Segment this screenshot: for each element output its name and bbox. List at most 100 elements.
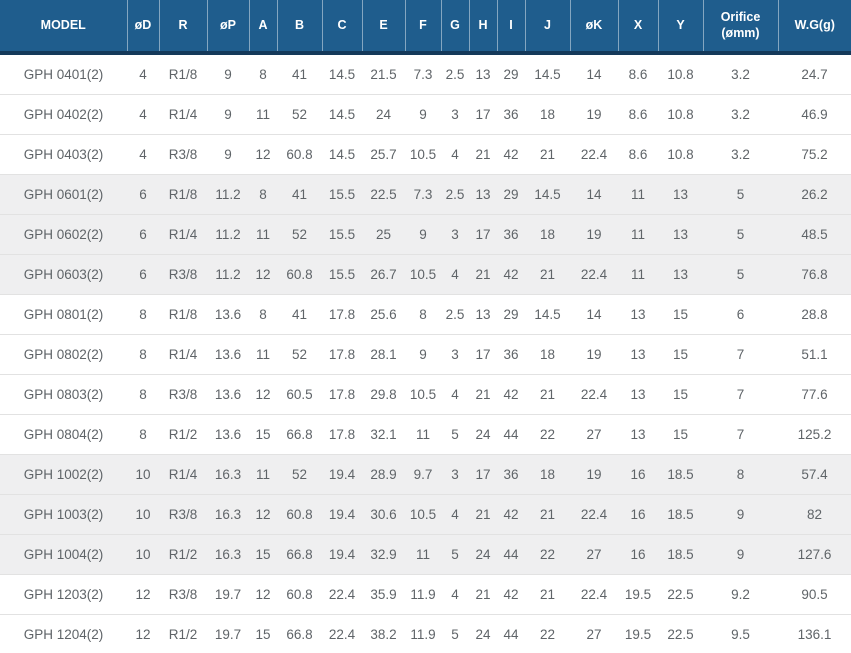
table-cell: 14.5	[525, 294, 570, 335]
table-cell: R1/2	[159, 414, 207, 455]
table-cell: 13	[658, 214, 703, 255]
table-cell: 24	[469, 534, 497, 575]
table-cell: 12	[249, 374, 277, 415]
table-row: GPH 0804(2) 8 R1/2 13.6 15 66.8 17.8 32.1 11 5 24 4…	[0, 414, 851, 455]
table-cell: 6	[127, 254, 159, 295]
table-cell: R3/8	[159, 574, 207, 615]
table-cell: 21.5	[362, 53, 405, 95]
table-cell: 26.2	[778, 174, 851, 215]
model-cell: GPH 1203(2)	[0, 574, 127, 615]
table-cell: 29.8	[362, 374, 405, 415]
table-cell: 48.5	[778, 214, 851, 255]
table-body: GPH 0401(2) 4 R1/8 9 8 41 14.5 21.5 7.3 2.5 13 29 14…	[0, 53, 851, 653]
table-cell: 44	[497, 414, 525, 455]
table-cell: 2.5	[441, 53, 469, 95]
table-cell: 13	[469, 294, 497, 335]
model-cell: GPH 0801(2)	[0, 294, 127, 335]
table-cell: 12	[249, 254, 277, 295]
table-cell: R1/8	[159, 174, 207, 215]
table-cell: 60.8	[277, 494, 322, 535]
table-cell: 4	[441, 374, 469, 415]
table-cell: 18	[525, 334, 570, 375]
table-row: GPH 1204(2) 12 R1/2 19.7 15 66.8 22.4 38.2 11.9 5…	[0, 614, 851, 653]
table-cell: R3/8	[159, 374, 207, 415]
table-cell: 36	[497, 334, 525, 375]
table-cell: 9	[207, 94, 249, 135]
table-cell: 15	[249, 414, 277, 455]
model-cell: GPH 1003(2)	[0, 494, 127, 535]
table-cell: 42	[497, 254, 525, 295]
table-cell: 14	[570, 53, 618, 95]
table-cell: 13	[658, 254, 703, 295]
table-cell: 22.4	[570, 574, 618, 615]
table-cell: 7.3	[405, 53, 441, 95]
table-cell: 8	[127, 414, 159, 455]
table-cell: 27	[570, 614, 618, 653]
table-cell: 3	[441, 94, 469, 135]
column-header-c: C	[322, 0, 363, 55]
table-cell: 2.5	[441, 294, 469, 335]
table-cell: 6	[127, 174, 159, 215]
model-cell: GPH 1002(2)	[0, 454, 127, 495]
table-cell: 7	[703, 374, 778, 415]
table-cell: 15	[658, 374, 703, 415]
table-cell: 8	[249, 294, 277, 335]
table-cell: 52	[277, 334, 322, 375]
table-cell: 66.8	[277, 614, 322, 653]
table-cell: 25.7	[362, 134, 405, 175]
table-cell: 14.5	[525, 174, 570, 215]
table-cell: 13	[469, 174, 497, 215]
table-cell: 14.5	[322, 53, 362, 95]
table-cell: 13	[618, 294, 658, 335]
table-cell: 5	[441, 414, 469, 455]
table-cell: 66.8	[277, 414, 322, 455]
table-cell: 9	[405, 334, 441, 375]
table-cell: 16.3	[207, 454, 249, 495]
table-cell: 4	[441, 254, 469, 295]
table-cell: 2.5	[441, 174, 469, 215]
table-cell: 13	[469, 53, 497, 95]
table-cell: 22.5	[658, 614, 703, 653]
table-cell: 9	[405, 214, 441, 255]
table-cell: 17.8	[322, 414, 362, 455]
table-cell: 44	[497, 614, 525, 653]
table-cell: 32.9	[362, 534, 405, 575]
table-row: GPH 0603(2) 6 R3/8 11.2 12 60.8 15.5 26.7 10.5 4 2…	[0, 254, 851, 295]
table-row: GPH 1002(2) 10 R1/4 16.3 11 52 19.4 28.9 9.7 3 17 3…	[0, 454, 851, 495]
table-cell: 10.5	[405, 494, 441, 535]
table-cell: 22.4	[570, 134, 618, 175]
table-cell: 7.3	[405, 174, 441, 215]
table-cell: 15.5	[322, 254, 362, 295]
column-header-j: J	[525, 0, 571, 55]
table-cell: 28.1	[362, 334, 405, 375]
table-cell: 28.8	[778, 294, 851, 335]
table-cell: 12	[249, 494, 277, 535]
table-cell: 9.5	[703, 614, 778, 653]
table-cell: 12	[249, 134, 277, 175]
table-cell: 8.6	[618, 134, 658, 175]
table-cell: 10	[127, 534, 159, 575]
table-cell: 21	[469, 574, 497, 615]
model-cell: GPH 0803(2)	[0, 374, 127, 415]
table-cell: 42	[497, 374, 525, 415]
table-cell: 15.5	[322, 174, 362, 215]
table-cell: 14	[570, 174, 618, 215]
column-header-b: B	[277, 0, 323, 55]
table-cell: 19	[570, 94, 618, 135]
table-cell: 36	[497, 454, 525, 495]
table-row: GPH 1003(2) 10 R3/8 16.3 12 60.8 19.4 30.6 10.5 4…	[0, 494, 851, 535]
table-cell: 15	[658, 414, 703, 455]
table-row: GPH 0803(2) 8 R3/8 13.6 12 60.5 17.8 29.8 10.5 4 2…	[0, 374, 851, 415]
table-cell: 17	[469, 454, 497, 495]
table-cell: 13	[618, 414, 658, 455]
table-cell: 18.5	[658, 454, 703, 495]
table-cell: 11	[618, 174, 658, 215]
table-cell: 9.7	[405, 454, 441, 495]
table-cell: 15.5	[322, 214, 362, 255]
column-header-r: R	[159, 0, 208, 55]
table-cell: 51.1	[778, 334, 851, 375]
table-cell: 75.2	[778, 134, 851, 175]
table-cell: 22.4	[570, 494, 618, 535]
table-cell: 9	[405, 94, 441, 135]
